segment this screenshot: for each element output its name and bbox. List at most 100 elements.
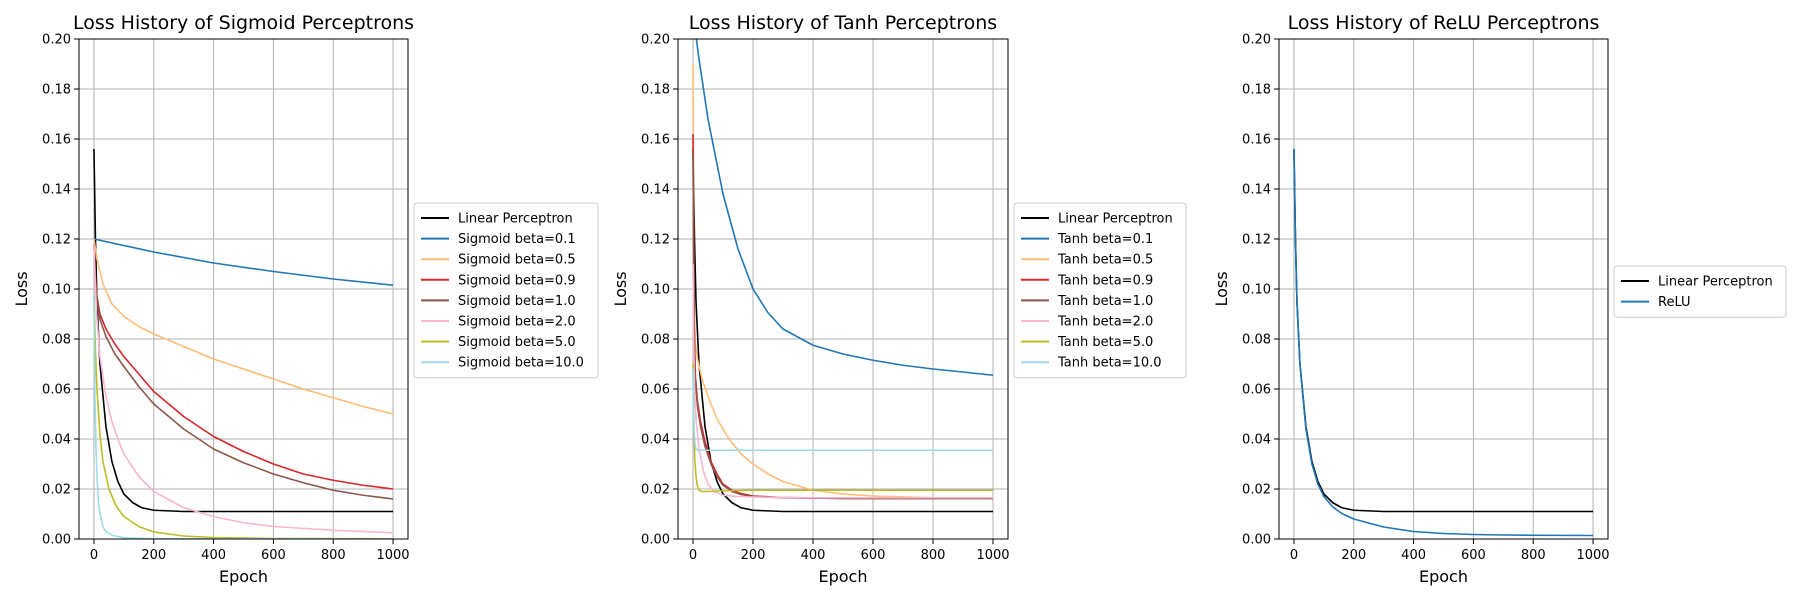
legend-label: Tanh beta=10.0 bbox=[1057, 356, 1162, 371]
legend-label: Linear Perceptron bbox=[458, 212, 573, 227]
x-tick-label: 1000 bbox=[1576, 548, 1609, 563]
y-tick-label: 0.20 bbox=[641, 33, 670, 48]
x-tick-label: 0 bbox=[689, 548, 697, 563]
series-line-1 bbox=[93, 148, 394, 513]
legend-label: Sigmoid beta=0.1 bbox=[458, 232, 576, 247]
legend-label: Sigmoid beta=2.0 bbox=[458, 315, 576, 330]
y-tick-label: 0.20 bbox=[1242, 33, 1271, 48]
series-line-7 bbox=[692, 363, 993, 493]
legend: Linear Perceptron Sigmoid beta=0.1 Sigmoid… bbox=[413, 202, 599, 379]
x-tick-label: 200 bbox=[141, 548, 166, 563]
y-tick-label: 0.04 bbox=[1242, 433, 1271, 448]
y-tick-label: 0.20 bbox=[42, 33, 71, 48]
y-tick-label: 0.00 bbox=[1242, 533, 1271, 548]
x-tick-label: 800 bbox=[921, 548, 946, 563]
series-group bbox=[93, 148, 394, 539]
series-line-5 bbox=[93, 243, 394, 500]
y-tick-label: 0.16 bbox=[641, 133, 670, 148]
y-tick-label: 0.14 bbox=[1242, 183, 1271, 198]
y-axis-label: Loss bbox=[12, 271, 31, 306]
legend: Linear Perceptron ReLU bbox=[1613, 265, 1787, 318]
chart-panel-1: 0 200 400 600 800 1000 0.00 0.02 0.04 0.06 0.08 0.1… bbox=[12, 12, 599, 586]
x-tick-label: 600 bbox=[1461, 548, 1486, 563]
y-tick-label: 0.04 bbox=[42, 433, 71, 448]
x-tick-label: 1000 bbox=[976, 548, 1009, 563]
y-tick-label: 0.00 bbox=[42, 533, 71, 548]
grid bbox=[1279, 38, 1608, 540]
y-tick-label: 0.18 bbox=[641, 83, 670, 98]
series-line-2 bbox=[695, 39, 994, 377]
x-axis-label: Epoch bbox=[219, 567, 268, 586]
x-tick-label: 0 bbox=[90, 548, 98, 563]
y-tick-label: 0.12 bbox=[42, 233, 71, 248]
chart-title: Loss History of Sigmoid Perceptrons bbox=[73, 12, 414, 34]
grid bbox=[79, 38, 408, 540]
x-axis-label: Epoch bbox=[819, 567, 868, 586]
y-tick-label: 0.16 bbox=[1242, 133, 1271, 148]
chart-panel-2: 0 200 400 600 800 1000 0.00 0.02 0.04 0.06 0.08 0.1… bbox=[611, 12, 1187, 586]
legend-label: Sigmoid beta=0.5 bbox=[458, 253, 576, 268]
y-axis-label: Loss bbox=[1212, 271, 1231, 306]
series-line-2 bbox=[1293, 148, 1594, 537]
legend: Linear Perceptron Tanh beta=0.1 Tanh beta=… bbox=[1013, 202, 1187, 379]
y-tick-label: 0.10 bbox=[1242, 283, 1271, 298]
y-tick-label: 0.02 bbox=[641, 483, 670, 498]
y-tick-label: 0.18 bbox=[42, 83, 71, 98]
legend-box bbox=[1013, 202, 1187, 379]
series-line-3 bbox=[692, 63, 994, 500]
y-axis-label: Loss bbox=[611, 271, 630, 306]
x-tick-label: 400 bbox=[201, 548, 226, 563]
chart-title: Loss History of ReLU Perceptrons bbox=[1288, 12, 1600, 34]
legend-box bbox=[413, 202, 599, 379]
y-tick-label: 0.10 bbox=[42, 283, 71, 298]
legend-label: Sigmoid beta=1.0 bbox=[458, 294, 576, 309]
legend-label: Tanh beta=0.9 bbox=[1057, 273, 1153, 288]
series-line-3 bbox=[93, 238, 394, 415]
x-tick-label: 600 bbox=[861, 548, 886, 563]
x-tick-label: 600 bbox=[261, 548, 286, 563]
y-tick-label: 0.06 bbox=[641, 383, 670, 398]
legend-label: Sigmoid beta=0.9 bbox=[458, 273, 576, 288]
x-tick-label: 800 bbox=[321, 548, 346, 563]
y-tick-label: 0.00 bbox=[641, 533, 670, 548]
legend-box bbox=[1613, 265, 1787, 318]
y-tick-label: 0.02 bbox=[42, 483, 71, 498]
chart-title: Loss History of Tanh Perceptrons bbox=[689, 12, 997, 34]
y-tick-label: 0.04 bbox=[641, 433, 670, 448]
y-tick-label: 0.12 bbox=[1242, 233, 1271, 248]
y-tick-label: 0.18 bbox=[1242, 83, 1271, 98]
legend-label: Linear Perceptron bbox=[1658, 275, 1773, 290]
legend-label: Tanh beta=0.1 bbox=[1057, 232, 1153, 247]
legend-label: Tanh beta=0.5 bbox=[1057, 253, 1153, 268]
series-line-8 bbox=[692, 368, 993, 452]
x-tick-label: 0 bbox=[1290, 548, 1298, 563]
x-axis-label: Epoch bbox=[1419, 567, 1468, 586]
y-tick-label: 0.14 bbox=[641, 183, 670, 198]
x-tick-label: 400 bbox=[801, 548, 826, 563]
legend-label: Sigmoid beta=5.0 bbox=[458, 335, 576, 350]
legend-label: Tanh beta=2.0 bbox=[1057, 315, 1153, 330]
series-line-2 bbox=[93, 238, 394, 287]
series-line-6 bbox=[93, 243, 394, 534]
y-tick-label: 0.08 bbox=[42, 333, 71, 348]
y-tick-label: 0.14 bbox=[42, 183, 71, 198]
x-tick-label: 200 bbox=[1341, 548, 1366, 563]
x-tick-label: 200 bbox=[741, 548, 766, 563]
legend-label: ReLU bbox=[1658, 295, 1691, 310]
series-line-8 bbox=[93, 293, 394, 539]
legend-label: Linear Perceptron bbox=[1058, 212, 1173, 227]
y-tick-label: 0.06 bbox=[42, 383, 71, 398]
x-tick-label: 1000 bbox=[376, 548, 409, 563]
series-group bbox=[1293, 148, 1594, 537]
series-line-7 bbox=[93, 293, 394, 539]
y-tick-label: 0.02 bbox=[1242, 483, 1271, 498]
legend-label: Sigmoid beta=10.0 bbox=[458, 356, 584, 371]
y-tick-label: 0.16 bbox=[42, 133, 71, 148]
legend-label: Tanh beta=1.0 bbox=[1057, 294, 1153, 309]
series-line-6 bbox=[692, 263, 993, 499]
series-line-1 bbox=[692, 148, 993, 513]
y-tick-label: 0.08 bbox=[641, 333, 670, 348]
x-tick-label: 800 bbox=[1521, 548, 1546, 563]
chart-panel-3: 0 200 400 600 800 1000 0.00 0.02 0.04 0.06 0.08 0.1… bbox=[1212, 12, 1787, 586]
